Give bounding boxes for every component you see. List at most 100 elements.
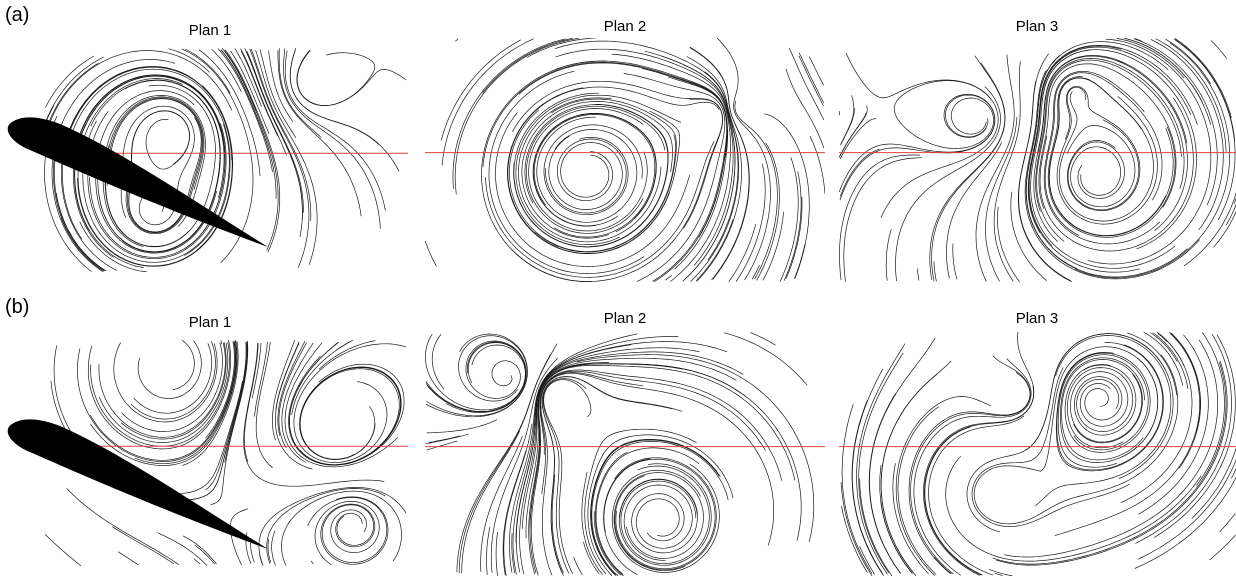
streamline [284, 50, 386, 211]
streamline [426, 440, 458, 451]
streamline [591, 440, 729, 576]
streamline [193, 558, 201, 565]
streamline [502, 450, 527, 576]
streamline [642, 68, 728, 282]
streamline [924, 426, 983, 576]
row-b-plan-3-panel [839, 332, 1236, 576]
streamline [524, 104, 669, 246]
streamline [880, 360, 952, 574]
streamline [168, 48, 210, 73]
streamline [623, 73, 726, 282]
streamline [526, 105, 666, 234]
streamline [283, 48, 381, 229]
streamline [1150, 39, 1224, 231]
streamline [840, 482, 873, 576]
streamline [1056, 86, 1158, 225]
streamline [611, 463, 720, 573]
streamline [455, 38, 459, 42]
streamline [994, 572, 1003, 576]
streamline [121, 342, 223, 432]
row-a-plan-1-title: Plan 1 [188, 22, 232, 39]
streamline [975, 54, 1015, 282]
streamline [1067, 367, 1134, 449]
streamline [540, 372, 775, 546]
streamline [277, 50, 362, 217]
streamline [1057, 354, 1149, 468]
streamline [518, 97, 662, 243]
streamline [1165, 38, 1211, 84]
streamline [593, 511, 622, 576]
streamline [66, 488, 180, 565]
row-b-plan-3-title: Plan 3 [1015, 310, 1059, 327]
streamline [1124, 38, 1205, 107]
streamline [185, 48, 231, 94]
streamline [98, 80, 221, 253]
streamline [686, 56, 742, 282]
streamline [851, 400, 885, 576]
streamline [106, 97, 204, 235]
streamline [82, 120, 230, 263]
streamline [1135, 334, 1232, 544]
streamline [1004, 339, 1219, 558]
streamline [1173, 38, 1236, 220]
streamline [246, 51, 304, 213]
streamline [230, 50, 270, 135]
streamline [945, 455, 1202, 562]
streamline [809, 135, 825, 194]
streamline [839, 105, 868, 158]
streamline [1030, 49, 1176, 269]
streamline [798, 55, 824, 107]
streamline [425, 433, 469, 445]
streamline [845, 52, 999, 218]
streamline [779, 157, 799, 282]
streamline [1171, 333, 1201, 469]
streamline [839, 154, 920, 281]
streamline [45, 55, 95, 108]
streamline [533, 114, 656, 238]
streamline [210, 341, 249, 506]
streamline [482, 38, 573, 94]
streamline [908, 372, 1031, 574]
streamline [95, 90, 217, 254]
streamline [258, 487, 407, 564]
streamline [798, 52, 825, 104]
streamline [288, 355, 405, 466]
streamline [728, 224, 757, 282]
streamline [590, 460, 616, 576]
streamline [217, 48, 273, 172]
streamline [220, 340, 223, 345]
streamline [60, 217, 103, 271]
streamline [117, 551, 139, 566]
streamline [528, 362, 610, 575]
streamline [1183, 192, 1236, 267]
streamline [989, 569, 1013, 576]
streamline [895, 396, 992, 576]
streamline [543, 379, 592, 574]
streamline [108, 98, 203, 234]
streamline [839, 118, 877, 160]
streamline [644, 50, 736, 281]
streamline [1028, 45, 1140, 273]
streamline [515, 341, 728, 544]
streamline [259, 554, 264, 566]
streamline [756, 142, 780, 281]
streamline [1116, 38, 1185, 79]
streamline [1137, 459, 1236, 560]
streamline [1010, 191, 1047, 281]
streamline [929, 55, 1006, 280]
streamlines [840, 332, 1236, 576]
streamline [299, 367, 401, 461]
streamline [1127, 332, 1177, 396]
streamline [507, 87, 670, 255]
streamline [1134, 38, 1143, 42]
streamline [445, 340, 527, 413]
streamline [1043, 70, 1161, 245]
streamline [128, 110, 190, 233]
streamline [917, 268, 920, 281]
streamline [1038, 63, 1177, 209]
streamline [243, 342, 385, 487]
streamline [245, 50, 303, 221]
streamline [495, 531, 498, 576]
streamline [892, 463, 929, 574]
